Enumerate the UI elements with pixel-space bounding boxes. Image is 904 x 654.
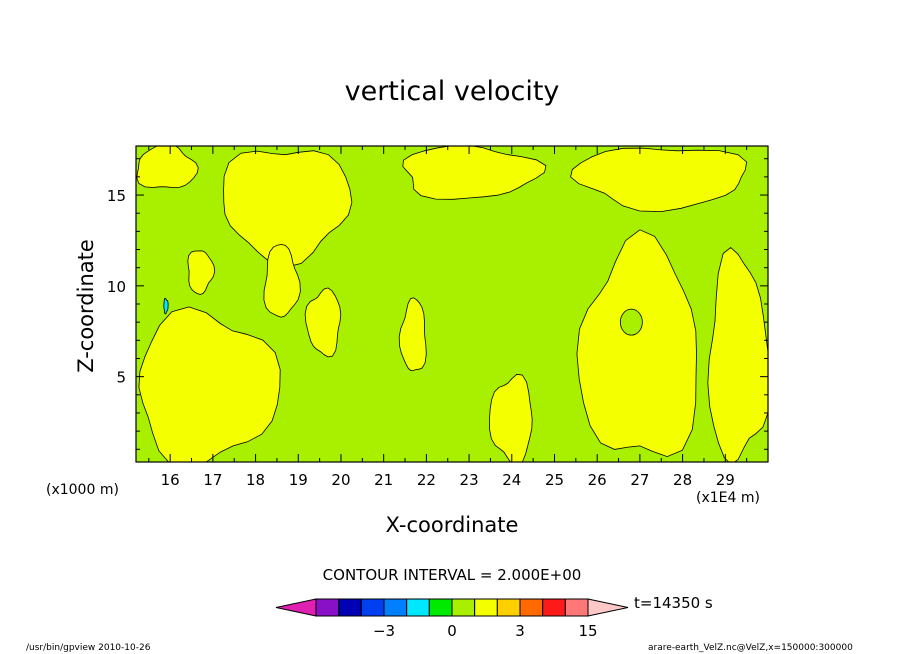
colorbar-segment (315, 598, 340, 617)
colorbar-segment (542, 598, 566, 617)
colorbar-segment (451, 598, 476, 617)
x-tick-label: 21 (374, 471, 393, 489)
colorbar-segment (360, 598, 385, 617)
x-unit-left: (x1000 m) (46, 482, 119, 498)
x-tick-label: 20 (331, 471, 350, 489)
positive-region (398, 297, 427, 372)
positive-region (402, 146, 547, 200)
x-tick-label: 16 (161, 471, 180, 489)
colorbar-tick-label: −3 (373, 622, 395, 640)
x-tick-label: 28 (673, 471, 692, 489)
colorbar-segment (428, 598, 453, 617)
contour-field (136, 146, 768, 462)
colorbar-segment (383, 598, 408, 617)
y-tick-label: 10 (107, 278, 126, 296)
y-axis-label: Z-coordinate (74, 239, 98, 373)
x-unit-right: (x1E4 m) (696, 490, 760, 506)
colorbar-segment (474, 598, 498, 617)
y-tick-label: 5 (116, 369, 126, 387)
field-hole (619, 308, 643, 336)
negative-region (163, 297, 169, 315)
footer-right: arare-earth_VelZ.nc@VelZ,x=150000:300000 (648, 643, 853, 653)
chart-title: vertical velocity (344, 76, 560, 107)
colorbar-low-arrow (275, 598, 317, 617)
positive-region (223, 150, 353, 268)
footer-left: /usr/bin/gpview 2010-10-26 (26, 643, 151, 653)
x-tick-label: 22 (417, 471, 436, 489)
x-tick-label: 24 (502, 471, 521, 489)
positive-region (136, 146, 199, 188)
colorbar-tick-label: 0 (447, 622, 457, 640)
time-label: t=14350 s (634, 594, 713, 612)
positive-region (138, 306, 281, 462)
contour-interval-label: CONTOUR INTERVAL = 2.000E+00 (322, 566, 582, 584)
colorbar-segment (519, 598, 544, 617)
colorbar-segment (496, 598, 521, 617)
x-tick-label: 17 (203, 471, 222, 489)
colorbar: −3 0 3 15 (275, 598, 629, 640)
positive-region (187, 250, 216, 295)
colorbar-tick-label: 15 (578, 622, 597, 640)
x-tick-label: 25 (545, 471, 564, 489)
colorbar-high-arrow (587, 598, 629, 617)
x-tick-label: 23 (460, 471, 479, 489)
x-tick-label: 19 (289, 471, 308, 489)
colorbar-segment (406, 598, 430, 617)
positive-region (707, 246, 768, 462)
positive-region (576, 229, 697, 458)
colorbar-tick-label: 3 (515, 622, 525, 640)
colorbar-segment (564, 598, 589, 617)
positive-region (570, 147, 748, 213)
positive-region (489, 373, 533, 462)
x-tick-label: 27 (630, 471, 649, 489)
positive-region (304, 287, 342, 358)
colorbar-segment (338, 598, 362, 617)
x-axis-label: X-coordinate (385, 513, 519, 537)
x-tick-label: 29 (716, 471, 735, 489)
positive-region (263, 244, 301, 318)
x-tick-label: 26 (588, 471, 607, 489)
x-tick-label: 18 (246, 471, 265, 489)
y-tick-label: 15 (107, 187, 126, 205)
